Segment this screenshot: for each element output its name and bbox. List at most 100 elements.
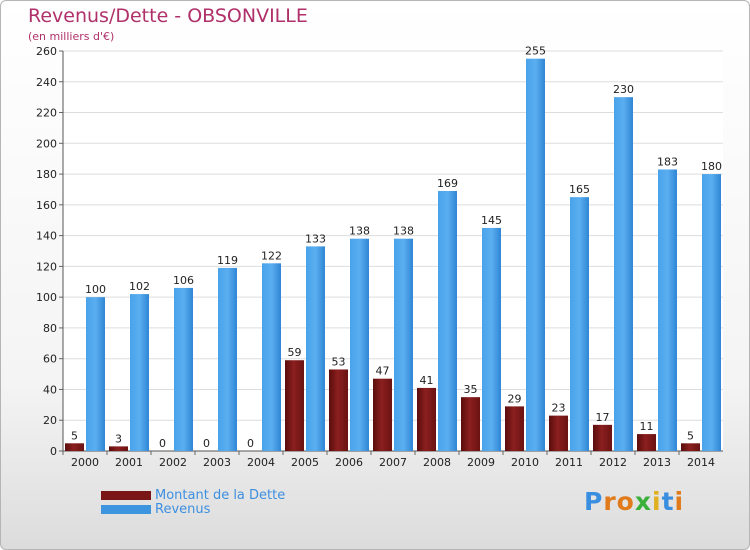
y-tick-label: 180 xyxy=(36,168,57,181)
legend-label-debt: Montant de la Dette xyxy=(155,488,286,503)
data-label-debt: 53 xyxy=(332,355,346,368)
data-label-revenue: 119 xyxy=(217,254,238,267)
legend-item-revenue: Revenus xyxy=(101,502,210,517)
bar-debt xyxy=(593,424,612,451)
legend-label-revenue: Revenus xyxy=(155,502,211,517)
data-label-debt: 11 xyxy=(640,420,654,433)
chart-subtitle: (en milliers d'€) xyxy=(28,30,115,43)
data-label-debt: 35 xyxy=(464,383,478,396)
bar-revenue xyxy=(570,197,589,451)
data-label-revenue: 100 xyxy=(85,283,106,296)
bar-revenue xyxy=(614,97,633,452)
data-label-revenue: 145 xyxy=(481,214,502,227)
legend-item-debt: Montant de la Dette xyxy=(101,488,285,503)
bar-revenue xyxy=(306,246,325,451)
x-tick-label: 2010 xyxy=(511,456,539,469)
bar-debt xyxy=(505,406,524,451)
x-tick-label: 2004 xyxy=(247,456,275,469)
x-tick-label: 2014 xyxy=(687,456,715,469)
y-tick-label: 220 xyxy=(36,107,57,120)
x-tick-label: 2009 xyxy=(467,456,495,469)
bar-revenue xyxy=(394,238,413,451)
bar-revenue xyxy=(482,227,501,451)
bar-revenue xyxy=(262,263,281,451)
x-tick-label: 2000 xyxy=(71,456,99,469)
logo-letter: o xyxy=(616,487,635,516)
bar-debt xyxy=(373,378,392,451)
x-tick-label: 2003 xyxy=(203,456,231,469)
logo-letter: t xyxy=(661,487,675,516)
data-label-revenue: 122 xyxy=(261,249,282,262)
y-tick-label: 60 xyxy=(43,353,57,366)
x-tick-label: 2008 xyxy=(423,456,451,469)
bar-debt xyxy=(549,415,568,451)
data-label-revenue: 133 xyxy=(305,232,326,245)
bar-debt xyxy=(637,434,656,451)
data-label-debt: 23 xyxy=(552,402,566,415)
x-tick-label: 2012 xyxy=(599,456,627,469)
x-tick-label: 2001 xyxy=(115,456,143,469)
x-tick-label: 2013 xyxy=(643,456,671,469)
bar-debt xyxy=(417,387,436,451)
bar-revenue xyxy=(86,297,105,451)
logo-letter: i xyxy=(674,487,685,516)
data-label-debt: 5 xyxy=(71,429,78,442)
bar-revenue xyxy=(702,174,721,452)
y-tick-label: 100 xyxy=(36,291,57,304)
bar-revenue xyxy=(526,58,545,451)
chart-title: Revenus/Dette - OBSONVILLE xyxy=(28,5,308,27)
y-tick-label: 240 xyxy=(36,76,57,89)
bar-revenue xyxy=(438,191,457,451)
y-tick-label: 40 xyxy=(43,383,57,396)
data-label-revenue: 165 xyxy=(569,183,590,196)
data-label-revenue: 102 xyxy=(129,280,150,293)
data-label-debt: 0 xyxy=(247,437,254,450)
logo-letter: r xyxy=(603,487,617,516)
data-label-debt: 5 xyxy=(687,429,694,442)
data-label-debt: 59 xyxy=(288,346,302,359)
bar-revenue xyxy=(130,294,149,451)
legend-swatch-debt xyxy=(101,491,151,500)
logo-letter: x xyxy=(634,487,652,516)
bar-debt xyxy=(461,397,480,451)
y-tick-label: 160 xyxy=(36,199,57,212)
x-tick-label: 2002 xyxy=(159,456,187,469)
logo-letter: P xyxy=(584,487,604,516)
data-label-debt: 17 xyxy=(596,411,610,424)
data-label-revenue: 180 xyxy=(701,160,722,173)
logo-letter: i xyxy=(652,487,662,516)
x-tick-label: 2005 xyxy=(291,456,319,469)
plot-area xyxy=(63,51,723,451)
x-tick-label: 2007 xyxy=(379,456,407,469)
bar-revenue xyxy=(218,267,237,451)
bar-revenue xyxy=(350,238,369,451)
data-label-debt: 41 xyxy=(420,374,434,387)
bar-debt xyxy=(329,369,348,451)
data-label-debt: 0 xyxy=(203,437,210,450)
data-label-revenue: 255 xyxy=(525,45,546,58)
y-tick-label: 120 xyxy=(36,260,57,273)
data-label-revenue: 169 xyxy=(437,177,458,190)
data-label-debt: 29 xyxy=(508,392,522,405)
data-label-debt: 0 xyxy=(159,437,166,450)
data-label-revenue: 183 xyxy=(657,155,678,168)
proxiti-logo: Proxiti xyxy=(584,487,684,516)
bar-debt xyxy=(109,446,128,451)
data-label-revenue: 106 xyxy=(173,274,194,287)
y-tick-label: 0 xyxy=(50,445,57,458)
y-tick-label: 260 xyxy=(36,45,57,58)
y-tick-label: 20 xyxy=(43,414,57,427)
data-label-revenue: 138 xyxy=(393,225,414,238)
y-tick-label: 140 xyxy=(36,230,57,243)
data-label-revenue: 138 xyxy=(349,225,370,238)
data-label-debt: 47 xyxy=(376,365,390,378)
x-tick-label: 2011 xyxy=(555,456,583,469)
bar-revenue xyxy=(658,169,677,451)
data-label-debt: 3 xyxy=(115,432,122,445)
x-tick-label: 2006 xyxy=(335,456,363,469)
y-tick-label: 80 xyxy=(43,322,57,335)
bar-revenue xyxy=(174,287,193,451)
data-label-revenue: 230 xyxy=(613,83,634,96)
